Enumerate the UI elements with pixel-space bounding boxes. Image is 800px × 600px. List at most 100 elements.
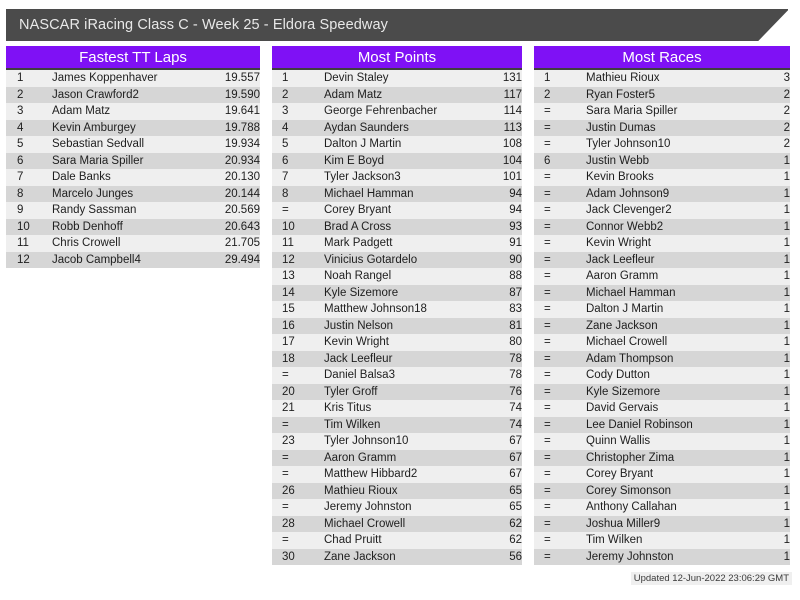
- row-name: Corey Simonson: [586, 484, 672, 497]
- row-value: 1: [783, 303, 790, 315]
- row-name: Jack Clevenger2: [586, 204, 672, 216]
- row-name: James Koppenhaver: [52, 72, 158, 84]
- row-name: Adam Johnson9: [586, 187, 670, 200]
- row-name: Aaron Gramm: [324, 451, 397, 464]
- row-name: Marcelo Junges: [52, 187, 134, 200]
- row-value: 113: [503, 121, 522, 134]
- row-rank: =: [544, 270, 551, 282]
- row-value: 101: [502, 171, 522, 183]
- row-value: 1: [783, 220, 790, 233]
- row-value: 1: [783, 435, 790, 447]
- row-rank: 23: [282, 435, 295, 447]
- table-row: 3 Adam Matz 19.641: [6, 103, 260, 120]
- updated-timestamp: Updated 12-Jun-2022 23:06:29 GMT: [630, 572, 792, 585]
- row-rank: 1: [17, 72, 24, 84]
- table-row: 18 Jack Leefleur 78: [272, 350, 522, 367]
- board-title-most-races: Most Races: [534, 46, 790, 70]
- row-name: Tyler Jackson3: [324, 171, 401, 183]
- table-row: = Kevin Brooks 1: [534, 169, 790, 186]
- row-name: Zane Jackson: [586, 319, 658, 332]
- row-rank: 4: [17, 121, 24, 134]
- table-row: = Adam Johnson9 1: [534, 185, 790, 202]
- table-body-most-points: 1 Devin Staley 131 2 Adam Matz 117 3 George Feh…: [272, 70, 522, 565]
- table-row: 5 Dalton J Martin 108: [272, 136, 522, 153]
- row-rank: =: [544, 369, 551, 381]
- row-rank: =: [544, 171, 551, 183]
- row-name: Devin Staley: [324, 72, 389, 84]
- row-value: 67: [509, 451, 522, 464]
- table-row: 4 Aydan Saunders 113: [272, 119, 522, 136]
- row-name: Jack Leefleur: [324, 352, 393, 365]
- row-name: Chris Crowell: [52, 237, 121, 249]
- row-rank: 12: [17, 253, 30, 266]
- table-row: 6 Sara Maria Spiller 20.934: [6, 152, 260, 169]
- row-rank: =: [282, 451, 289, 464]
- row-value: 1: [783, 286, 790, 299]
- row-value: 88: [509, 270, 522, 282]
- row-name: Justin Nelson: [324, 319, 394, 332]
- row-name: Daniel Balsa3: [324, 369, 395, 381]
- row-value: 19.934: [224, 138, 260, 150]
- row-rank: =: [544, 418, 551, 431]
- row-rank: =: [282, 418, 289, 431]
- table-row: = Jack Leefleur 1: [534, 251, 790, 268]
- table-row: 2 Jason Crawford2 19.590: [6, 86, 260, 103]
- row-name: Ryan Foster5: [586, 88, 656, 101]
- row-name: Kris Titus: [324, 402, 372, 414]
- table-row: 15 Matthew Johnson18 83: [272, 301, 522, 318]
- table-row: 17 Kevin Wright 80: [272, 334, 522, 351]
- row-rank: 26: [282, 484, 295, 497]
- row-value: 1: [783, 187, 790, 200]
- row-value: 2: [783, 105, 790, 117]
- row-value: 62: [509, 534, 522, 546]
- row-value: 3: [783, 72, 790, 84]
- row-name: Aaron Gramm: [586, 270, 659, 282]
- row-rank: =: [544, 352, 551, 365]
- row-value: 20.934: [224, 154, 260, 167]
- row-rank: =: [282, 501, 289, 513]
- row-rank: =: [544, 402, 551, 414]
- row-value: 1: [783, 270, 790, 282]
- table-row: = Tim Wilken 1: [534, 532, 790, 549]
- row-name: Justin Dumas: [586, 121, 656, 134]
- row-value: 83: [509, 303, 522, 315]
- page-header-bar: NASCAR iRacing Class C - Week 25 - Eldor…: [6, 9, 788, 41]
- row-rank: =: [282, 468, 289, 480]
- row-rank: 14: [282, 286, 295, 299]
- row-value: 1: [783, 319, 790, 332]
- row-value: 131: [502, 72, 522, 84]
- table-row: = Tyler Johnson10 2: [534, 136, 790, 153]
- table-row: 7 Tyler Jackson3 101: [272, 169, 522, 186]
- page-title: NASCAR iRacing Class C - Week 25 - Eldor…: [19, 17, 388, 33]
- table-row: 11 Chris Crowell 21.705: [6, 235, 260, 252]
- row-value: 1: [783, 336, 790, 348]
- row-value: 1: [783, 501, 790, 513]
- table-row: = Quinn Wallis 1: [534, 433, 790, 450]
- row-value: 76: [509, 385, 522, 398]
- row-name: Matthew Johnson18: [324, 303, 427, 315]
- table-row: = Matthew Hibbard2 67: [272, 466, 522, 483]
- row-name: Aydan Saunders: [324, 121, 409, 134]
- row-rank: 6: [282, 154, 289, 167]
- table-row: = Cody Dutton 1: [534, 367, 790, 384]
- row-rank: 28: [282, 517, 295, 530]
- row-name: Dalton J Martin: [586, 303, 664, 315]
- row-rank: 6: [544, 154, 551, 167]
- table-row: = Aaron Gramm 1: [534, 268, 790, 285]
- row-rank: =: [544, 385, 551, 398]
- table-row: 7 Dale Banks 20.130: [6, 169, 260, 186]
- row-value: 1: [783, 468, 790, 480]
- row-value: 1: [783, 154, 790, 167]
- row-rank: =: [544, 336, 551, 348]
- row-value: 65: [509, 484, 522, 497]
- row-name: Michael Crowell: [324, 517, 406, 530]
- row-value: 1: [783, 484, 790, 497]
- row-name: Kim E Boyd: [324, 154, 385, 167]
- row-name: Cody Dutton: [586, 369, 650, 381]
- row-value: 87: [509, 286, 522, 299]
- row-rank: =: [544, 204, 551, 216]
- row-rank: 8: [282, 187, 289, 200]
- table-body-fastest-tt-laps: 1 James Koppenhaver 19.557 2 Jason Crawford2…: [6, 70, 260, 268]
- row-value: 20.569: [224, 204, 260, 216]
- table-row: 14 Kyle Sizemore 87: [272, 284, 522, 301]
